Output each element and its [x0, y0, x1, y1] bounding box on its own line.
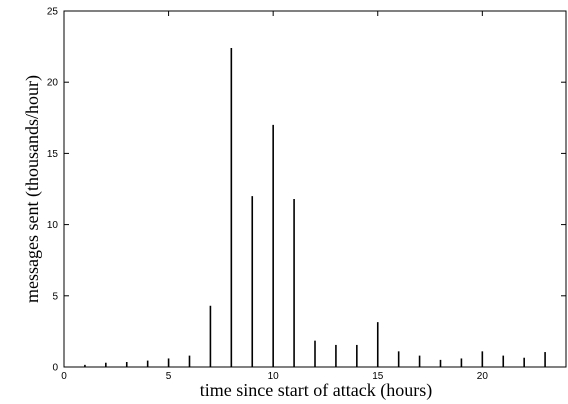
- y-tick-label: 15: [47, 149, 59, 160]
- y-tick-label: 0: [52, 363, 58, 374]
- x-tick-label: 15: [372, 371, 384, 382]
- plot-area: [63, 10, 567, 368]
- axis-tick-labels: 0 5 10 15 20 0 5 10 15 20 25: [47, 7, 488, 383]
- x-tick-label: 5: [166, 371, 172, 382]
- y-axis-label: messages sent (thousands/hour): [22, 75, 43, 303]
- x-tick-label: 0: [61, 371, 67, 382]
- x-axis-label: time since start of attack (hours): [200, 380, 432, 401]
- x-tick-label: 20: [477, 371, 489, 382]
- axis-ticks: [63, 10, 566, 368]
- bar-series: [84, 48, 546, 367]
- y-tick-label: 25: [47, 7, 59, 18]
- y-tick-label: 5: [52, 291, 58, 302]
- y-tick-label: 20: [47, 78, 59, 89]
- y-tick-label: 10: [47, 220, 59, 231]
- x-tick-label: 10: [268, 371, 280, 382]
